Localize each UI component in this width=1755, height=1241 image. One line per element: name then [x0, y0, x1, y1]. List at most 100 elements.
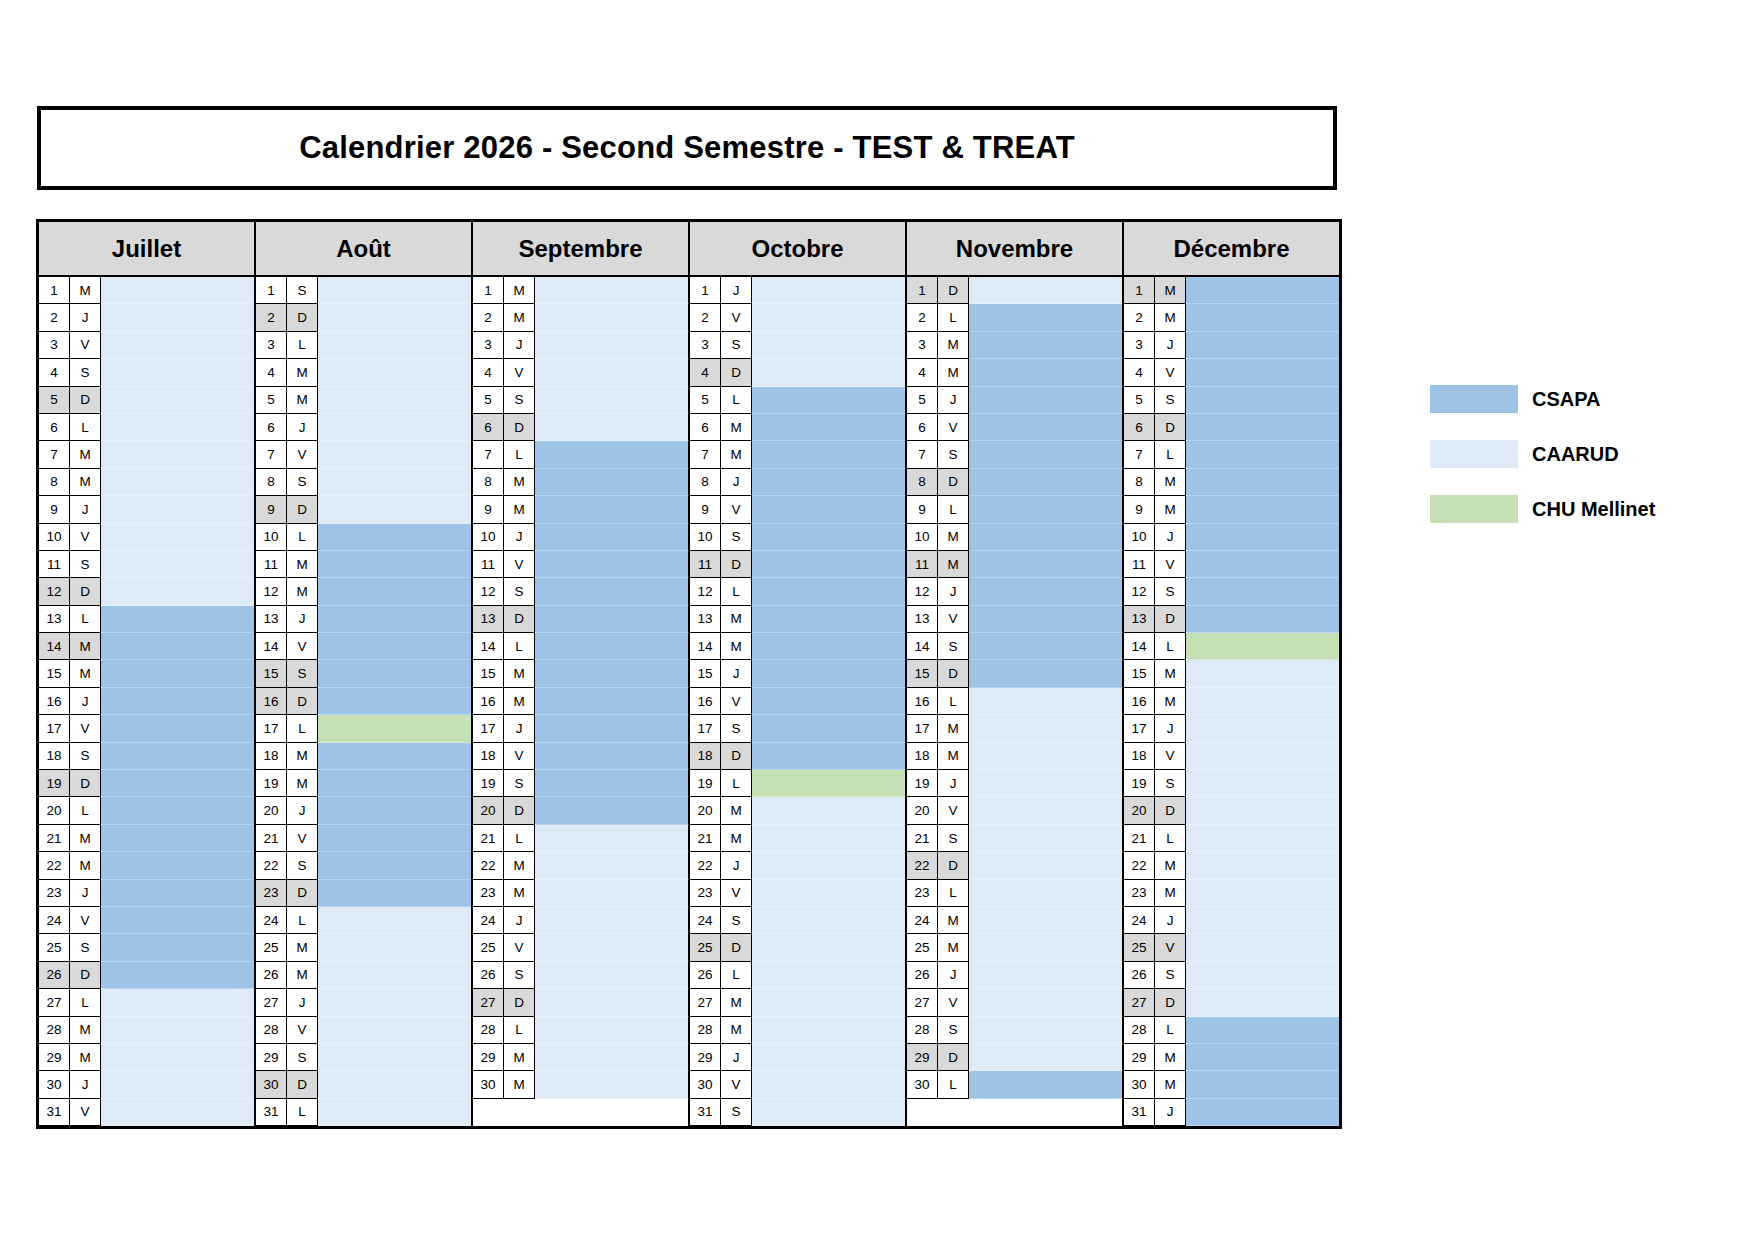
day-number-cell: 30 — [39, 1071, 70, 1098]
band-csapa — [101, 660, 254, 687]
day-row: 24J — [473, 907, 688, 934]
day-row: 14V — [256, 633, 471, 660]
day-row: 13M — [690, 606, 905, 633]
day-number-cell: 24 — [39, 907, 70, 934]
day-number-cell: 25 — [907, 934, 938, 961]
day-letter-cell: D — [721, 359, 752, 386]
day-number-cell: 11 — [473, 551, 504, 578]
day-letter-cell: L — [70, 606, 101, 633]
day-letter-cell: L — [287, 1099, 318, 1126]
day-number-cell: 2 — [39, 304, 70, 331]
day-letter-cell: D — [938, 852, 969, 879]
legend-label: CHU Mellinet — [1532, 498, 1655, 521]
day-letter-cell: V — [721, 1071, 752, 1098]
day-row: 14L — [473, 633, 688, 660]
band-csapa — [752, 578, 905, 605]
day-row: 20D — [473, 797, 688, 824]
day-letter-cell: S — [287, 852, 318, 879]
band-caarud — [318, 469, 471, 496]
day-row: 30V — [690, 1071, 905, 1098]
day-number-cell: 22 — [907, 852, 938, 879]
day-letter-cell: J — [70, 688, 101, 715]
day-letter-cell: S — [287, 277, 318, 304]
day-number-cell: 19 — [256, 770, 287, 797]
day-letter-cell: D — [287, 304, 318, 331]
day-number-cell: 4 — [256, 359, 287, 386]
day-row: 18V — [1124, 743, 1339, 770]
day-letter-cell: M — [504, 496, 535, 523]
day-number-cell: 1 — [256, 277, 287, 304]
day-letter-cell: V — [1155, 359, 1186, 386]
day-row: 12L — [690, 578, 905, 605]
day-number-cell: 21 — [39, 825, 70, 852]
band-caarud — [535, 414, 688, 441]
band-csapa — [1186, 578, 1339, 605]
day-letter-cell: J — [938, 387, 969, 414]
day-row: 18M — [256, 743, 471, 770]
day-row: 4M — [907, 359, 1122, 386]
day-letter-cell: M — [70, 1044, 101, 1071]
band-caarud — [101, 332, 254, 359]
day-row: 8J — [690, 469, 905, 496]
day-number-cell: 14 — [907, 633, 938, 660]
day-letter-cell: J — [721, 1044, 752, 1071]
day-letter-cell: J — [721, 277, 752, 304]
day-letter-cell: M — [1155, 1044, 1186, 1071]
day-number-cell: 19 — [39, 770, 70, 797]
day-row: 26J — [907, 962, 1122, 989]
band-caarud — [101, 414, 254, 441]
day-row: 27D — [1124, 989, 1339, 1016]
day-row: 29S — [256, 1044, 471, 1071]
band-csapa — [535, 441, 688, 468]
band-csapa — [101, 688, 254, 715]
band-caarud — [318, 1099, 471, 1126]
day-row: 24V — [39, 907, 254, 934]
day-number-cell: 5 — [907, 387, 938, 414]
day-number-cell: 16 — [690, 688, 721, 715]
day-letter-cell: D — [721, 743, 752, 770]
day-letter-cell: S — [938, 633, 969, 660]
day-letter-cell: D — [1155, 989, 1186, 1016]
day-row: 19S — [473, 770, 688, 797]
day-number-cell: 29 — [1124, 1044, 1155, 1071]
band-csapa — [969, 359, 1122, 386]
band-csapa — [101, 770, 254, 797]
day-row: 7M — [39, 441, 254, 468]
day-number-cell: 8 — [1124, 469, 1155, 496]
band-csapa — [752, 660, 905, 687]
day-row: 23D — [256, 880, 471, 907]
day-number-cell: 21 — [907, 825, 938, 852]
day-row: 3L — [256, 332, 471, 359]
day-row: 7M — [690, 441, 905, 468]
day-letter-cell: S — [504, 387, 535, 414]
day-row: 5D — [39, 387, 254, 414]
day-letter-cell: J — [1155, 524, 1186, 551]
day-row: 6D — [1124, 414, 1339, 441]
day-row: 1S — [256, 277, 471, 304]
band-csapa — [1186, 414, 1339, 441]
day-number-cell: 19 — [1124, 770, 1155, 797]
band-caarud — [969, 1017, 1122, 1044]
day-number-cell: 28 — [907, 1017, 938, 1044]
day-number-cell: 10 — [39, 524, 70, 551]
day-letter-cell: M — [287, 578, 318, 605]
day-number-cell: 29 — [907, 1044, 938, 1071]
day-number-cell: 26 — [256, 962, 287, 989]
day-number-cell: 13 — [690, 606, 721, 633]
day-row: 10S — [690, 524, 905, 551]
day-number-cell: 19 — [907, 770, 938, 797]
band-caarud — [752, 852, 905, 879]
day-letter-cell: M — [504, 852, 535, 879]
day-row: 2L — [907, 304, 1122, 331]
empty-row — [473, 1099, 688, 1126]
day-row: 8M — [1124, 469, 1339, 496]
band-csapa — [318, 551, 471, 578]
band-caarud — [752, 1044, 905, 1071]
day-number-cell: 6 — [907, 414, 938, 441]
day-letter-cell: D — [1155, 606, 1186, 633]
day-number-cell: 18 — [39, 743, 70, 770]
day-row: 21M — [690, 825, 905, 852]
day-number-cell: 1 — [1124, 277, 1155, 304]
band-caarud — [535, 907, 688, 934]
day-row: 30L — [907, 1071, 1122, 1098]
